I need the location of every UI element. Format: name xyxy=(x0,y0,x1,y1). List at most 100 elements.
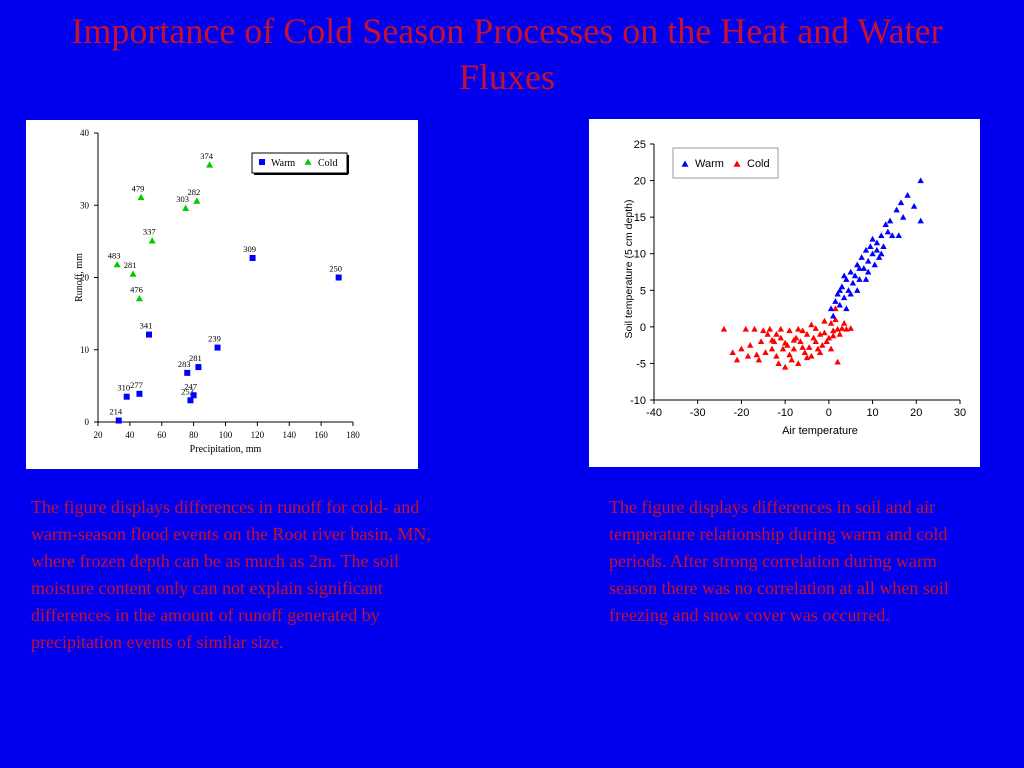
x-tick-label: 180 xyxy=(346,430,360,440)
warm-point xyxy=(836,301,843,308)
warm-point xyxy=(840,272,848,279)
warm-point xyxy=(869,250,876,257)
cold-point xyxy=(744,352,752,359)
warm-point xyxy=(895,232,902,238)
x-axis-label: Precipitation, mm xyxy=(190,444,262,455)
x-tick-label: 20 xyxy=(94,430,104,440)
cold-point xyxy=(821,317,828,324)
cold-point xyxy=(781,363,789,370)
cold-point xyxy=(135,294,143,302)
point-label: 483 xyxy=(108,250,121,260)
cold-point xyxy=(773,352,780,359)
cold-point xyxy=(786,351,793,358)
cold-point xyxy=(755,356,763,363)
runoff-precipitation-svg: 20 40 60 80 100 120 140 160 180 0 10 20 30 40 Precipit… xyxy=(74,128,360,455)
cold-point xyxy=(746,341,754,348)
cold-point xyxy=(762,349,769,356)
point-label: 214 xyxy=(109,407,123,417)
cold-point xyxy=(797,338,804,345)
cold-point xyxy=(801,349,809,356)
y-tick-label: 10 xyxy=(80,345,90,355)
legend-warm-marker xyxy=(681,160,689,167)
warm-point xyxy=(882,221,889,228)
cold-point xyxy=(729,349,736,356)
cold-point xyxy=(840,320,848,326)
warm-point xyxy=(851,272,859,279)
soil-air-temperature-chart: -40 -30 -20 -10 0 10 20 30 -10 -5 0 5 10 15 20 25 Air te… xyxy=(589,119,980,467)
cold-point xyxy=(775,360,782,366)
cold-point xyxy=(777,334,784,341)
cold-point xyxy=(819,341,826,348)
point-label: 479 xyxy=(132,183,145,193)
warm-point xyxy=(123,393,130,400)
cold-point xyxy=(830,327,837,334)
x-tick-label: 100 xyxy=(219,430,233,440)
x-tick-label: -10 xyxy=(777,407,793,419)
warm-point xyxy=(867,243,874,249)
warm-point xyxy=(854,287,861,293)
cold-point xyxy=(795,325,802,332)
x-tick-label: 20 xyxy=(910,407,922,419)
cold-point xyxy=(834,358,841,365)
warm-point xyxy=(249,254,256,261)
cold-point xyxy=(113,260,121,268)
warm-point xyxy=(184,369,191,376)
x-axis-label: Air temperature xyxy=(782,425,858,437)
cold-point xyxy=(816,349,824,356)
cold-point xyxy=(808,321,815,328)
warm-point xyxy=(865,268,872,275)
y-tick-label: -10 xyxy=(630,395,646,407)
warm-point xyxy=(873,246,881,253)
legend-cold-marker xyxy=(733,160,741,167)
cold-point xyxy=(810,334,817,341)
warm-point xyxy=(917,217,924,224)
cold-point xyxy=(812,325,819,331)
point-label: 281 xyxy=(124,260,137,270)
cold-point xyxy=(773,330,780,337)
warm-point xyxy=(873,239,881,246)
cold-point xyxy=(148,237,156,244)
point-label: 277 xyxy=(130,380,143,390)
warm-point xyxy=(834,290,841,297)
point-label: 337 xyxy=(143,227,156,237)
y-tick-label: 0 xyxy=(85,417,90,427)
point-label: 283 xyxy=(178,359,191,369)
x-tick-label: 10 xyxy=(866,407,878,419)
x-tick-label: 60 xyxy=(157,430,167,440)
cold-point xyxy=(823,338,830,345)
x-tick-label: -20 xyxy=(733,407,749,419)
warm-point xyxy=(840,294,848,301)
warm-point xyxy=(904,192,911,198)
point-label: 281 xyxy=(189,353,202,363)
warm-point xyxy=(878,250,885,257)
slide-title: Importance of Cold Season Processes on t… xyxy=(71,11,943,97)
cold-point xyxy=(816,330,824,337)
cold-point xyxy=(838,325,846,331)
y-tick-label: 0 xyxy=(640,322,646,334)
cold-point xyxy=(821,329,828,336)
cold-point xyxy=(803,354,811,361)
warm-point xyxy=(115,417,122,424)
cold-point xyxy=(827,320,835,326)
warm-point xyxy=(858,254,865,260)
cold-point xyxy=(768,345,776,352)
warm-point xyxy=(886,217,894,224)
cold-point xyxy=(751,325,758,332)
cold-point xyxy=(738,345,745,352)
legend-cold-label: Cold xyxy=(318,158,337,169)
y-tick-label: 10 xyxy=(634,249,646,261)
warm-point xyxy=(845,287,852,293)
x-tick-label: 80 xyxy=(189,430,199,440)
caption-right: The figure displays differences in soil … xyxy=(609,497,949,625)
runoff-precipitation-chart: 20 40 60 80 100 120 140 160 180 0 10 20 30 40 Precipit… xyxy=(26,120,418,469)
cold-point xyxy=(760,327,767,334)
cold-point xyxy=(768,336,776,343)
cold-point xyxy=(788,356,795,363)
point-label: 282 xyxy=(187,187,200,197)
cold-point xyxy=(805,344,813,350)
warm-point xyxy=(843,276,850,282)
warm-point xyxy=(830,312,837,319)
warm-point xyxy=(190,392,197,399)
warm-point xyxy=(899,213,907,220)
warm-point xyxy=(875,254,883,260)
